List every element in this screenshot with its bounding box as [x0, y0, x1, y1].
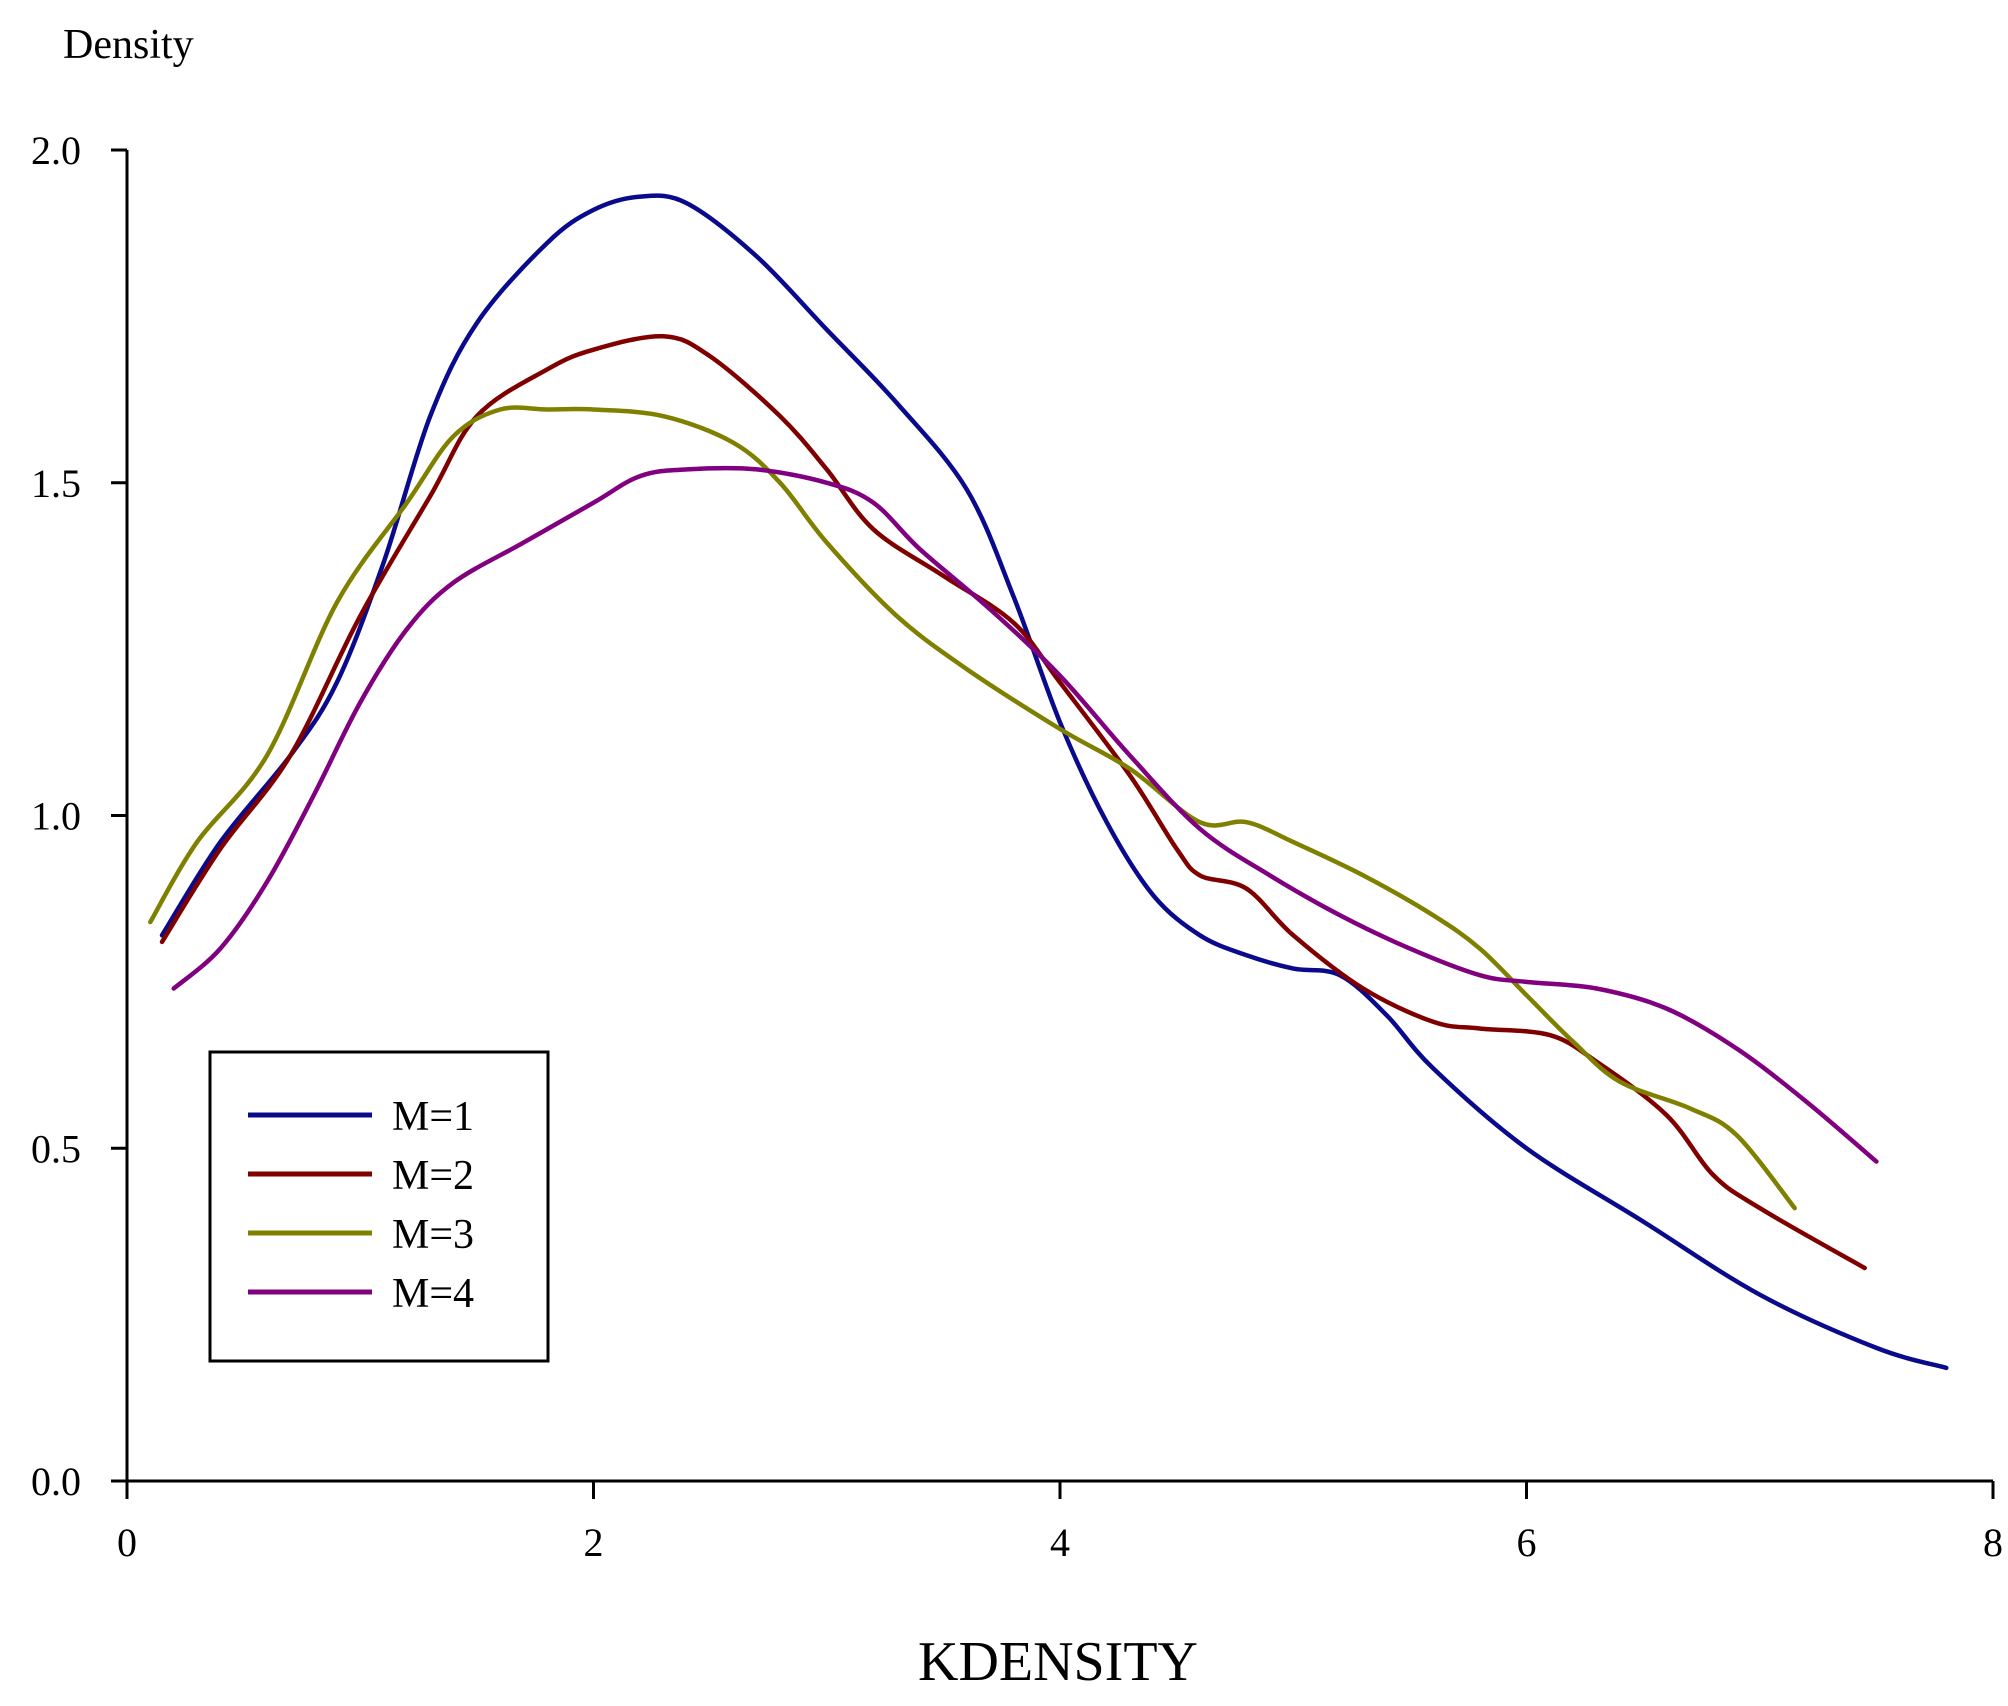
y-axis-label: Density	[63, 22, 194, 68]
legend-label-m3: M=3	[392, 1212, 474, 1258]
legend-box	[208, 1050, 550, 1363]
y-ticks: 0.0 0.5 1.0 1.5 2.0	[31, 128, 127, 1504]
y-tick-label: 1.0	[31, 794, 81, 839]
plot-lines	[148, 193, 1949, 1371]
legend-label-m2: M=2	[392, 1153, 474, 1199]
y-tick-label: 0.5	[31, 1126, 81, 1171]
legend-label-m4: M=4	[392, 1271, 474, 1317]
x-tick-label: 8	[1983, 1520, 2003, 1565]
x-axis-label: KDENSITY	[918, 1631, 1198, 1693]
x-tick-label: 2	[584, 1520, 604, 1565]
legend-label-m1: M=1	[392, 1094, 474, 1140]
x-tick-label: 4	[1050, 1520, 1070, 1565]
legend: M=1 M=2 M=3 M=4	[208, 1050, 550, 1363]
x-tick-label: 6	[1517, 1520, 1537, 1565]
series-line-m1	[159, 193, 1949, 1371]
x-tick-label: 0	[117, 1520, 137, 1565]
y-tick-label: 0.0	[31, 1459, 81, 1504]
series-line-m2	[159, 334, 1867, 1271]
series-line-m4	[171, 465, 1879, 1164]
y-tick-label: 2.0	[31, 128, 81, 173]
y-tick-label: 1.5	[31, 461, 81, 506]
series-line-m3	[148, 405, 1797, 1211]
x-ticks: 0 2 4 6 8	[117, 1481, 2003, 1565]
